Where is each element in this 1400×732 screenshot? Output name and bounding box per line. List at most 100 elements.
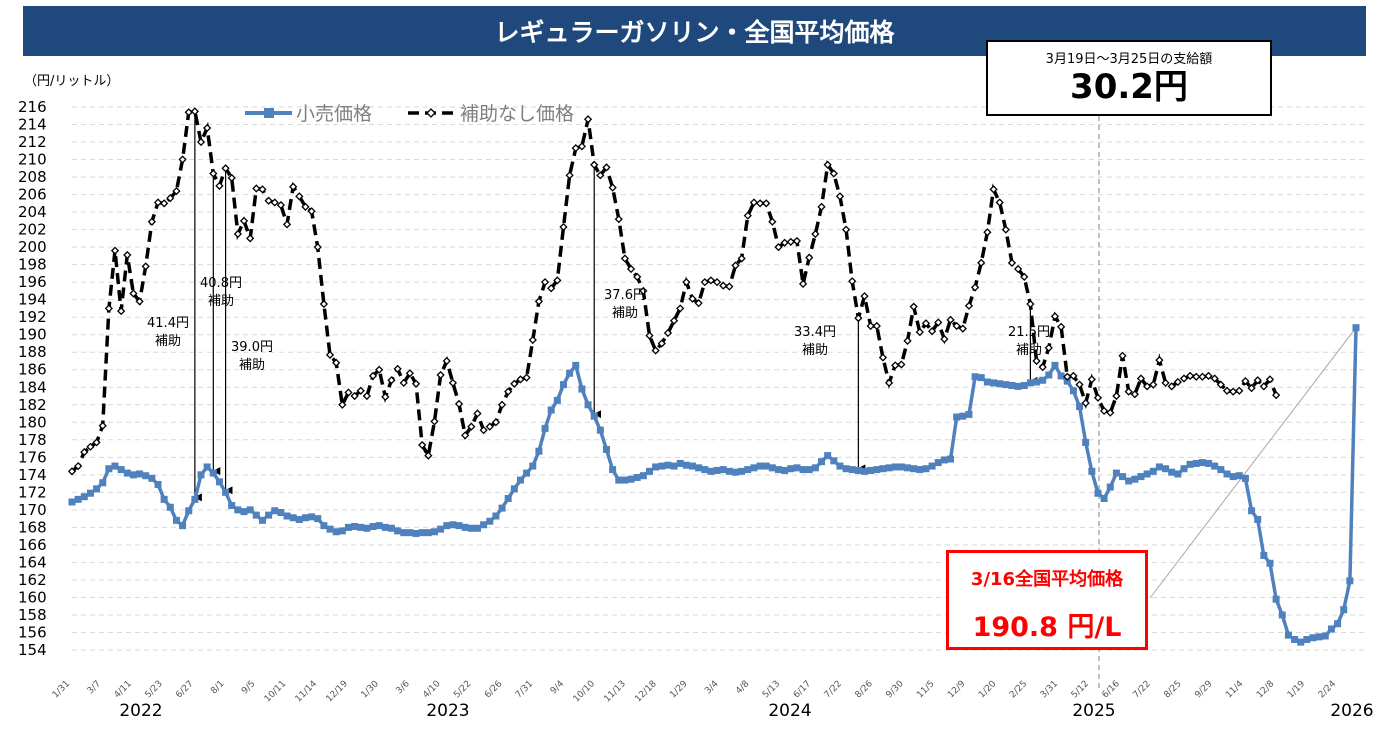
x-tick-label: 3/7 xyxy=(86,679,103,696)
retail-point xyxy=(818,458,826,466)
retail-point xyxy=(891,463,899,471)
retail-point xyxy=(824,452,832,460)
no-subsidy-point xyxy=(952,321,961,331)
retail-point xyxy=(351,523,359,531)
retail-point xyxy=(1340,606,1348,614)
no-subsidy-point xyxy=(983,228,992,237)
x-tick-label: 11/14 xyxy=(294,679,320,705)
retail-point xyxy=(93,485,101,493)
retail-point xyxy=(1162,465,1170,473)
x-tick-label: 12/8 xyxy=(1255,679,1277,701)
y-tick-label: 190 xyxy=(18,326,47,344)
annotation-label: 補助 xyxy=(155,334,181,349)
callout-leader-line xyxy=(1149,327,1357,599)
retail-point xyxy=(406,529,414,537)
retail-point xyxy=(1014,382,1022,390)
y-tick-label: 162 xyxy=(18,571,47,589)
x-tick-label: 11/13 xyxy=(603,679,628,704)
y-tick-label: 210 xyxy=(18,151,47,169)
retail-point xyxy=(1008,382,1016,390)
year-label: 2023 xyxy=(426,701,469,721)
retail-point xyxy=(1143,470,1151,478)
x-tick-label: 4/10 xyxy=(421,679,443,701)
no-subsidy-point xyxy=(1026,299,1035,309)
x-tick-label: 6/27 xyxy=(174,679,195,700)
no-subsidy-point xyxy=(676,304,685,313)
no-subsidy-point xyxy=(897,360,906,369)
no-subsidy-point xyxy=(700,278,709,287)
no-subsidy-point xyxy=(915,327,924,337)
x-tick-label: 9/4 xyxy=(549,679,567,697)
no-subsidy-point xyxy=(67,467,77,476)
no-subsidy-point xyxy=(356,386,365,395)
no-subsidy-point xyxy=(989,185,998,194)
retail-point xyxy=(136,470,144,478)
x-tick-label: 9/30 xyxy=(884,679,906,701)
retail-point xyxy=(1321,632,1329,640)
no-subsidy-point xyxy=(1216,380,1225,389)
retail-point xyxy=(750,464,758,472)
no-subsidy-point xyxy=(172,186,181,196)
no-subsidy-point xyxy=(792,236,802,246)
y-tick-label: 166 xyxy=(18,536,47,554)
no-subsidy-point xyxy=(1056,322,1066,331)
retail-point xyxy=(1180,465,1188,473)
no-subsidy-point xyxy=(1235,386,1244,395)
y-tick-label: 214 xyxy=(18,116,47,134)
y-tick-label: 182 xyxy=(18,396,47,414)
no-subsidy-point xyxy=(798,279,808,289)
no-subsidy-point xyxy=(1013,264,1023,274)
no-subsidy-point xyxy=(1192,372,1201,381)
no-subsidy-point xyxy=(1222,386,1232,395)
no-subsidy-point xyxy=(1155,355,1164,365)
retail-point xyxy=(344,523,352,531)
retail-point xyxy=(879,465,887,473)
retail-point xyxy=(271,507,279,515)
no-subsidy-point xyxy=(110,246,120,255)
no-subsidy-point xyxy=(1167,382,1176,391)
no-subsidy-point xyxy=(940,334,949,344)
retail-point xyxy=(928,462,936,470)
retail-point xyxy=(1241,474,1249,482)
x-tick-label: 12/9 xyxy=(946,679,968,701)
retail-point xyxy=(977,374,985,382)
retail-point xyxy=(1051,361,1059,369)
no-subsidy-point xyxy=(860,292,869,301)
retail-point xyxy=(1106,483,1114,491)
no-subsidy-point xyxy=(547,284,556,293)
retail-point xyxy=(449,521,457,529)
gridlines xyxy=(72,106,1368,651)
retail-point xyxy=(191,495,199,503)
retail-point xyxy=(682,461,690,469)
retail-point xyxy=(68,498,76,506)
x-tick-label: 1/19 xyxy=(1286,679,1308,701)
no-subsidy-point xyxy=(1265,375,1275,384)
no-subsidy-point xyxy=(1075,380,1084,389)
no-subsidy-point xyxy=(405,369,415,378)
no-subsidy-point xyxy=(725,282,734,291)
annotation-label: 補助 xyxy=(802,343,828,358)
no-subsidy-point xyxy=(848,277,857,286)
retail-point xyxy=(1045,371,1053,379)
retail-point xyxy=(1137,473,1145,481)
no-subsidy-point xyxy=(252,184,261,193)
retail-point xyxy=(265,511,273,519)
retail-point xyxy=(1266,559,1274,567)
no-subsidy-point xyxy=(872,321,881,331)
retail-point xyxy=(1278,611,1286,619)
retail-point xyxy=(719,466,727,474)
x-tick-label: 5/13 xyxy=(761,679,782,700)
no-subsidy-point xyxy=(811,229,820,239)
y-tick-label: 198 xyxy=(18,256,47,274)
retail-point xyxy=(959,412,967,420)
retail-point xyxy=(289,514,297,522)
no-subsidy-point xyxy=(178,155,187,164)
no-subsidy-point xyxy=(731,261,740,270)
x-tick-label: 2/25 xyxy=(1008,679,1029,700)
no-subsidy-point xyxy=(264,196,273,205)
no-subsidy-point xyxy=(891,361,900,370)
no-subsidy-point xyxy=(1186,371,1195,380)
retail-point xyxy=(1149,467,1157,475)
x-tick-label: 1/31 xyxy=(51,679,72,700)
retail-point xyxy=(523,469,531,477)
